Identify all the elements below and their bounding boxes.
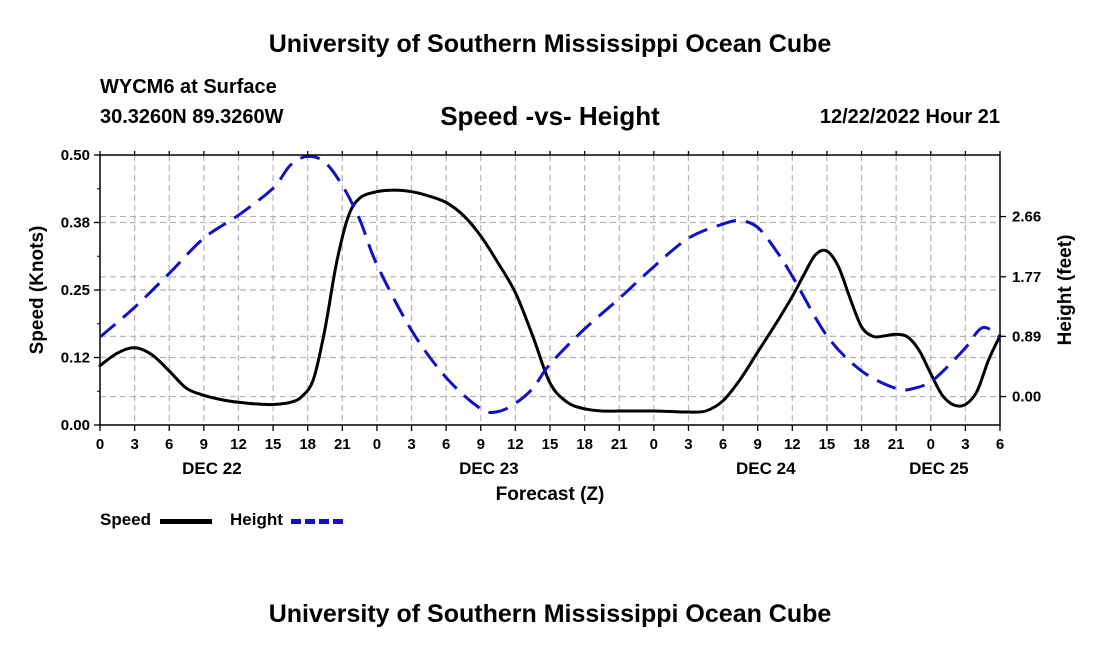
y-left-tick-label: 0.12 <box>61 350 90 367</box>
x-tick-label: 15 <box>265 436 282 453</box>
y-right-tick-label: 1.77 <box>1012 269 1041 286</box>
x-tick-label: 12 <box>507 436 524 453</box>
date-label: DEC 24 <box>736 459 796 478</box>
x-tick-label: 0 <box>373 436 381 453</box>
axis-labels: 0 3 6 9 12 15 18 21 0 3 6 9 12 15 18 21 0 3 6 9 12 15 18 21 0 3 6 0… <box>27 147 1076 505</box>
forecast-timestamp: 12/22/2022 Hour 21 <box>819 106 1000 128</box>
x-tick-label: 15 <box>542 436 559 453</box>
y-left-tick-label: 0.50 <box>61 147 90 164</box>
x-tick-label: 3 <box>961 436 969 453</box>
legend-speed-swatch <box>160 519 212 524</box>
legend-height-label: Height <box>230 510 283 529</box>
plot-frame <box>99 154 1001 426</box>
x-tick-label: 6 <box>165 436 173 453</box>
series-lines <box>98 154 1002 415</box>
x-tick-label: 12 <box>784 436 801 453</box>
y-right-tick-label: 2.66 <box>1012 209 1041 226</box>
series-line-height <box>99 154 1001 415</box>
grid-lines <box>100 155 1000 425</box>
date-label: DEC 22 <box>182 459 242 478</box>
x-tick-label: 15 <box>819 436 836 453</box>
x-tick-label: 0 <box>927 436 935 453</box>
date-label: DEC 23 <box>459 459 519 478</box>
x-axis-title: Forecast (Z) <box>496 484 605 505</box>
y-right-tick-label: 0.89 <box>1012 328 1041 345</box>
x-tick-label: 21 <box>888 436 905 453</box>
x-tick-label: 3 <box>407 436 415 453</box>
station-coordinates: 30.3260N 89.3260W <box>100 106 284 128</box>
footer-title: University of Southern Mississippi Ocean… <box>268 600 832 628</box>
x-tick-label: 0 <box>650 436 658 453</box>
x-tick-label: 21 <box>611 436 628 453</box>
chart-subtitle: Speed -vs- Height <box>440 101 660 131</box>
x-tick-label: 9 <box>200 436 208 453</box>
x-tick-label: 6 <box>719 436 727 453</box>
x-tick-label: 3 <box>684 436 692 453</box>
y-left-tick-label: 0.25 <box>61 282 90 299</box>
series-line-speed <box>98 188 1002 414</box>
y-left-tick-label: 0.38 <box>61 215 90 232</box>
legend-height-swatch <box>291 519 343 524</box>
x-tick-label: 18 <box>299 436 316 453</box>
x-tick-label: 12 <box>230 436 247 453</box>
page-title: University of Southern Mississippi Ocean… <box>268 30 832 58</box>
y-left-axis-title: Speed (Knots) <box>27 226 48 355</box>
y-right-axis-title: Height (feet) <box>1055 235 1076 346</box>
x-tick-label: 6 <box>996 436 1004 453</box>
x-tick-label: 3 <box>130 436 138 453</box>
date-label: DEC 25 <box>909 459 969 478</box>
station-name: WYCM6 at Surface <box>100 76 277 98</box>
x-tick-label: 0 <box>96 436 104 453</box>
y-left-tick-label: 0.00 <box>61 417 90 434</box>
x-tick-label: 6 <box>442 436 450 453</box>
legend-speed-label: Speed <box>100 510 152 529</box>
y-right-tick-label: 0.00 <box>1012 389 1041 406</box>
x-tick-label: 9 <box>754 436 762 453</box>
x-tick-label: 18 <box>576 436 593 453</box>
x-tick-label: 21 <box>334 436 351 453</box>
x-tick-label: 9 <box>477 436 485 453</box>
x-tick-label: 18 <box>853 436 870 453</box>
